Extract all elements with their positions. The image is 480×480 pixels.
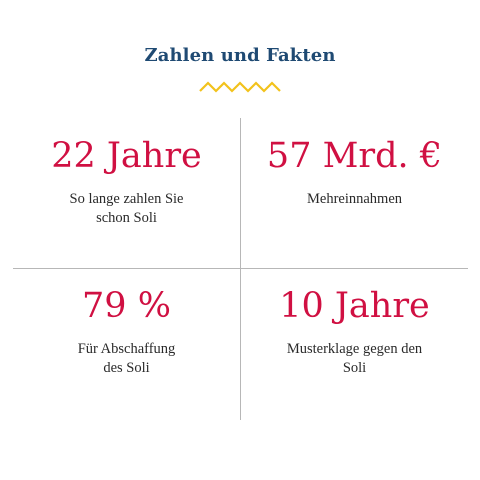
- horizontal-divider: [13, 268, 468, 269]
- fact-support-abolition: 79 % Für Abschaffung des Soli: [13, 289, 240, 378]
- fact-additional-revenue: 57 Mrd. € Mehreinnahmen: [241, 139, 468, 209]
- fact-value: 10 Jahre: [279, 286, 430, 326]
- vertical-divider: [240, 118, 241, 420]
- fact-description: So lange zahlen Sie schon Soli: [69, 191, 184, 226]
- fact-description: Musterklage gegen den Soli: [286, 341, 423, 376]
- fact-value: 22 Jahre: [51, 136, 202, 176]
- zigzag-decoration: [199, 81, 281, 93]
- fact-value: 57 Mrd. €: [266, 136, 443, 176]
- fact-years-paying: 22 Jahre So lange zahlen Sie schon Soli: [13, 139, 240, 228]
- fact-description: Mehreinnahmen: [306, 191, 403, 207]
- fact-model-lawsuit: 10 Jahre Musterklage gegen den Soli: [241, 289, 468, 378]
- fact-description: Für Abschaffung des Soli: [77, 341, 176, 376]
- page-title: Zahlen und Fakten: [144, 45, 336, 66]
- fact-value: 79 %: [82, 286, 171, 326]
